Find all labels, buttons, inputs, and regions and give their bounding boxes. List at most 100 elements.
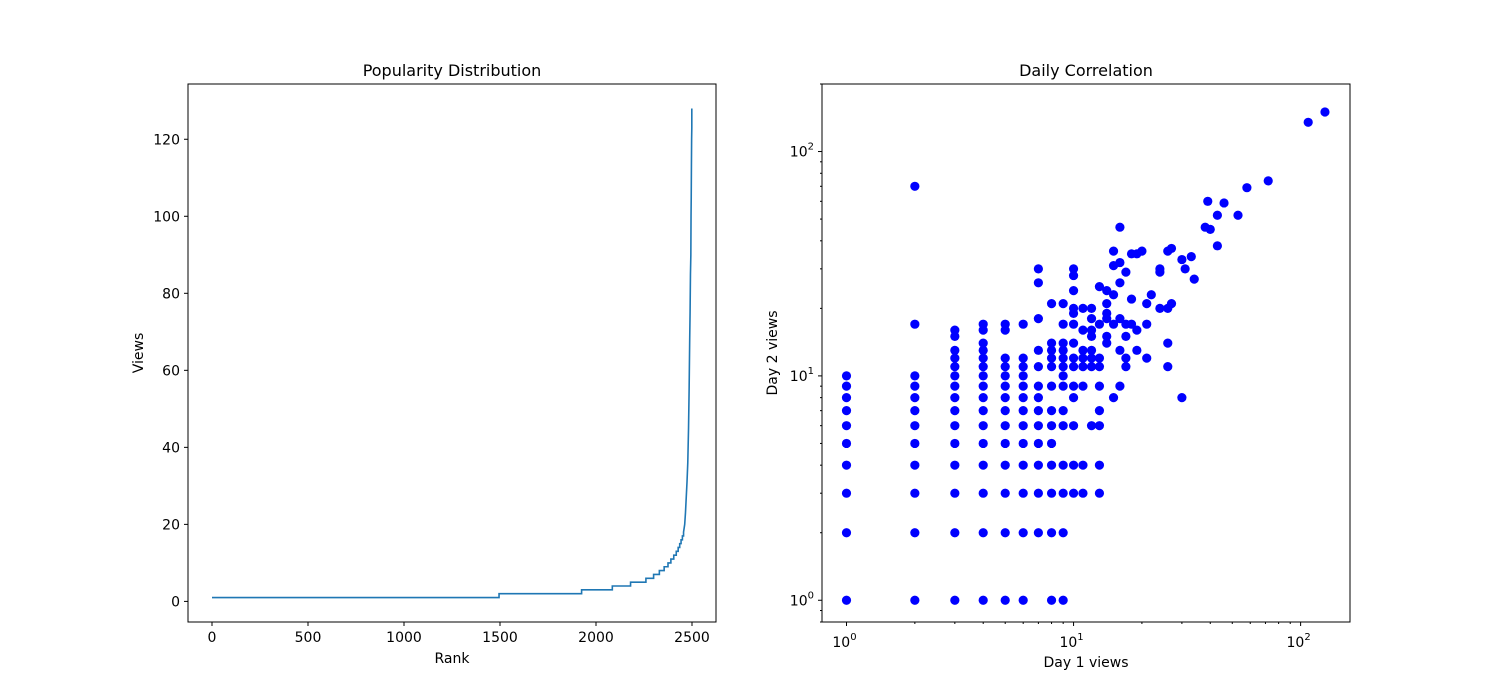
correlation-point: [950, 381, 960, 391]
correlation-point: [1115, 257, 1125, 268]
correlation-point: [1068, 393, 1079, 403]
popularity-y-tick-label: 40: [162, 440, 180, 456]
correlation-point: [978, 406, 988, 416]
correlation-point: [1094, 406, 1105, 416]
correlation-point: [1033, 438, 1043, 449]
correlation-point: [1166, 299, 1177, 309]
correlation-point: [1102, 338, 1112, 348]
correlation-x-tick-label: 102: [1287, 632, 1311, 651]
correlation-point: [1186, 252, 1196, 262]
correlation-point: [1046, 528, 1057, 538]
correlation-point: [1177, 254, 1187, 265]
correlation-point: [978, 460, 988, 470]
correlation-point: [1033, 460, 1043, 470]
correlation-point: [950, 406, 960, 416]
correlation-point: [1018, 362, 1028, 372]
correlation-point: [1058, 338, 1068, 348]
correlation-point: [1086, 421, 1097, 431]
correlation-point: [1121, 331, 1131, 341]
correlation-point: [950, 331, 960, 341]
correlation-point: [978, 393, 988, 403]
correlation-point: [1078, 353, 1088, 363]
correlation-point: [1033, 381, 1043, 391]
correlation-point: [1058, 319, 1068, 329]
correlation-point: [1058, 528, 1068, 538]
correlation-point: [1086, 325, 1097, 335]
correlation-point: [1046, 438, 1057, 449]
correlation-point: [841, 371, 852, 381]
popularity-x-tick-label: 2500: [674, 630, 710, 646]
correlation-point: [950, 345, 960, 355]
correlation-point: [1068, 264, 1079, 274]
correlation-point: [1189, 274, 1199, 284]
correlation-y-tick-label: 101: [790, 366, 814, 385]
correlation-point: [950, 325, 960, 335]
popularity-plot-area: [212, 108, 693, 599]
correlation-point: [841, 393, 852, 403]
correlation-point: [978, 371, 988, 381]
correlation-point: [1233, 210, 1243, 220]
correlation-point: [910, 371, 920, 381]
popularity-y-ticks: 0 20 40 60 80 100 120: [153, 132, 188, 610]
popularity-x-tick-label: 500: [295, 630, 322, 646]
correlation-point: [1320, 107, 1330, 117]
popularity-y-tick-label: 0: [171, 594, 180, 610]
correlation-point: [1058, 488, 1068, 498]
correlation-point: [1212, 241, 1222, 251]
correlation-point: [1163, 362, 1173, 372]
correlation-point: [1146, 290, 1156, 300]
correlation-point: [1102, 299, 1112, 309]
correlation-point: [1018, 371, 1028, 381]
correlation-point: [1000, 595, 1010, 605]
popularity-axes-frame: [187, 83, 717, 623]
popularity-chart-title: Popularity Distribution: [363, 61, 542, 80]
correlation-point: [1102, 308, 1112, 318]
correlation-point: [1068, 270, 1079, 281]
correlation-x-tick-label: 100: [832, 632, 856, 651]
correlation-point: [1018, 381, 1028, 391]
correlation-point: [1000, 319, 1010, 329]
correlation-point: [978, 345, 988, 355]
correlation-point: [1046, 381, 1057, 391]
correlation-point: [1180, 264, 1190, 274]
correlation-point: [1086, 331, 1097, 341]
correlation-point: [1058, 460, 1068, 470]
correlation-point: [841, 528, 852, 538]
correlation-point: [1115, 314, 1125, 324]
correlation-point: [1046, 421, 1057, 431]
correlation-point: [1094, 362, 1105, 372]
correlation-point: [1086, 303, 1097, 313]
correlation-point: [1018, 438, 1028, 449]
popularity-chart: Popularity Distribution 0 500 1000 1500 2000…: [131, 61, 717, 667]
correlation-point: [1094, 421, 1105, 431]
correlation-point: [1094, 319, 1105, 329]
correlation-point: [841, 381, 852, 391]
correlation-point: [1058, 595, 1068, 605]
correlation-point: [1155, 303, 1165, 313]
correlation-chart-title: Daily Correlation: [1019, 61, 1153, 80]
popularity-x-tick-label: 1500: [482, 630, 518, 646]
correlation-point: [1102, 285, 1112, 296]
correlation-point: [1018, 460, 1028, 470]
popularity-x-tick-label: 0: [208, 630, 217, 646]
correlation-point: [1163, 338, 1173, 348]
correlation-point: [1263, 176, 1273, 186]
correlation-point: [910, 393, 920, 403]
correlation-y-tick-label: 102: [790, 142, 814, 161]
correlation-point: [1018, 319, 1028, 329]
correlation-point: [1155, 264, 1165, 274]
correlation-point: [950, 353, 960, 363]
correlation-point: [978, 353, 988, 363]
correlation-point: [910, 528, 920, 538]
correlation-point: [910, 181, 920, 191]
correlation-point: [1086, 362, 1097, 372]
correlation-point: [1242, 183, 1252, 193]
correlation-point: [978, 528, 988, 538]
correlation-point: [1205, 224, 1215, 234]
correlation-point: [1078, 325, 1088, 335]
correlation-point: [1121, 267, 1131, 277]
correlation-point: [1000, 406, 1010, 416]
correlation-point: [841, 488, 852, 498]
correlation-point: [910, 319, 920, 329]
